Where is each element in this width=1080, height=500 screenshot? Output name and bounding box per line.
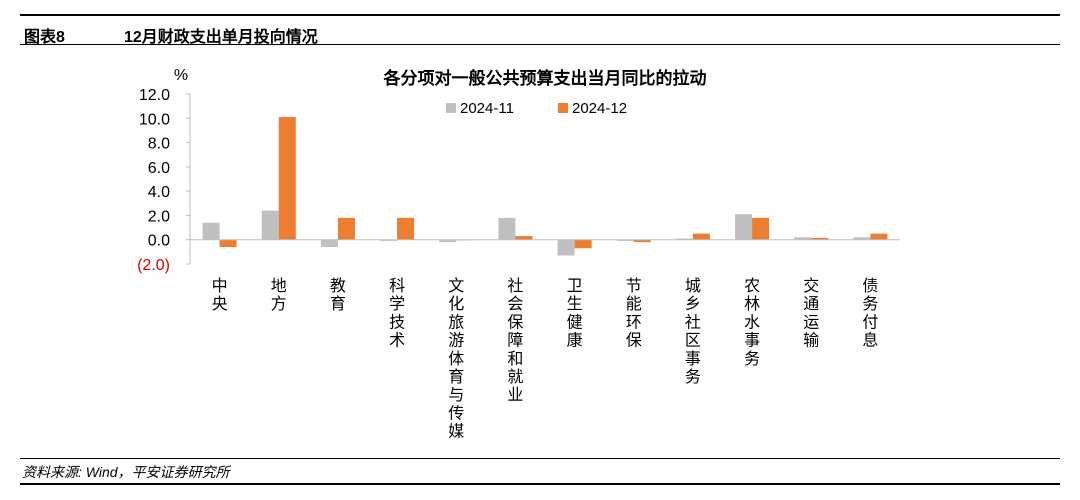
bottom-rule — [20, 483, 1060, 485]
bar-2024-11-2 — [320, 239, 338, 247]
bar-2024-12-6 — [574, 239, 592, 249]
bar-2024-11-9 — [735, 214, 753, 240]
y-tick-label: 12.0 — [139, 87, 170, 104]
figure-header: 图表8 12月财政支出单月投向情况 — [20, 14, 1060, 46]
x-tick-label: 社会保障和就业 — [507, 277, 523, 404]
bar-2024-12-2 — [337, 217, 355, 240]
y-axis-unit: % — [174, 67, 188, 84]
x-tick-label: 卫生健康 — [567, 278, 583, 350]
y-tick-label: 2.0 — [148, 208, 170, 225]
bar-2024-12-7 — [633, 239, 651, 243]
y-tick-label: 8.0 — [148, 136, 170, 153]
y-tick-label: 4.0 — [148, 184, 170, 201]
bar-2024-11-1 — [261, 210, 279, 240]
bar-2024-11-8 — [675, 238, 693, 240]
top-rule — [20, 14, 1060, 16]
chart-title: 各分项对一般公共预算支出当月同比的拉动 — [383, 68, 707, 88]
bar-2024-11-10 — [794, 237, 812, 240]
bar-2024-12-8 — [692, 233, 710, 240]
figure-number: 图表8 — [24, 29, 65, 46]
bar-2024-11-5 — [498, 217, 516, 240]
y-tick-label: (2.0) — [137, 257, 170, 274]
x-tick-label: 中央 — [212, 277, 228, 313]
bar-2024-12-1 — [278, 117, 296, 240]
x-tick-label: 节能环保 — [626, 277, 642, 350]
x-tick-label: 文化旅游体育与传媒 — [448, 277, 464, 441]
bar-2024-12-3 — [397, 217, 415, 240]
x-tick-label: 教育 — [330, 277, 346, 313]
header-rule — [20, 44, 1060, 45]
legend-label-2024-11: 2024-11 — [460, 100, 514, 117]
bar-2024-11-7 — [616, 239, 634, 241]
bar-2024-11-3 — [380, 239, 398, 241]
bar-2024-12-9 — [752, 217, 770, 240]
bar-2024-12-5 — [515, 236, 533, 240]
y-tick-label: 6.0 — [148, 160, 170, 177]
bar-2024-12-0 — [219, 239, 237, 247]
bar-2024-12-10 — [811, 237, 829, 240]
y-axis: 12.0 10.0 8.0 6.0 4.0 2.0 0.0 (2.0) — [137, 87, 191, 274]
source-note: 资料来源: Wind，平安证券研究所 — [22, 464, 230, 480]
bar-chart: 各分项对一般公共预算支出当月同比的拉动 % 2024-11 2024-12 12… — [137, 67, 900, 441]
bar-2024-12-11 — [870, 233, 888, 240]
x-tick-label: 城乡社区事务 — [685, 277, 701, 386]
legend-swatch-2024-12 — [558, 103, 568, 113]
legend-swatch-2024-11 — [446, 103, 456, 113]
y-tick-label: 10.0 — [139, 111, 170, 128]
x-tick-label: 交通运输 — [803, 277, 819, 350]
bars — [202, 117, 888, 256]
x-tick-label: 债务付息 — [862, 277, 878, 350]
figure-title: 12月财政支出单月投向情况 — [124, 29, 318, 46]
x-axis: 中央 地方 教育 科学技术 文化旅游体育与传媒 社会保障和就业 卫生健康 节能环保 城乡社区事务… — [190, 239, 900, 441]
x-tick-label: 地方 — [271, 277, 287, 313]
legend: 2024-11 2024-12 — [446, 100, 627, 117]
legend-label-2024-12: 2024-12 — [572, 100, 627, 117]
bar-2024-11-6 — [557, 239, 575, 256]
x-tick-label: 农林水事务 — [744, 277, 760, 368]
bar-2024-11-0 — [202, 222, 220, 240]
source-rule — [20, 458, 1060, 459]
y-tick-label: 0.0 — [148, 233, 170, 250]
x-tick-label: 科学技术 — [389, 277, 405, 350]
bar-2024-11-4 — [439, 239, 457, 243]
bar-2024-11-11 — [853, 237, 871, 240]
